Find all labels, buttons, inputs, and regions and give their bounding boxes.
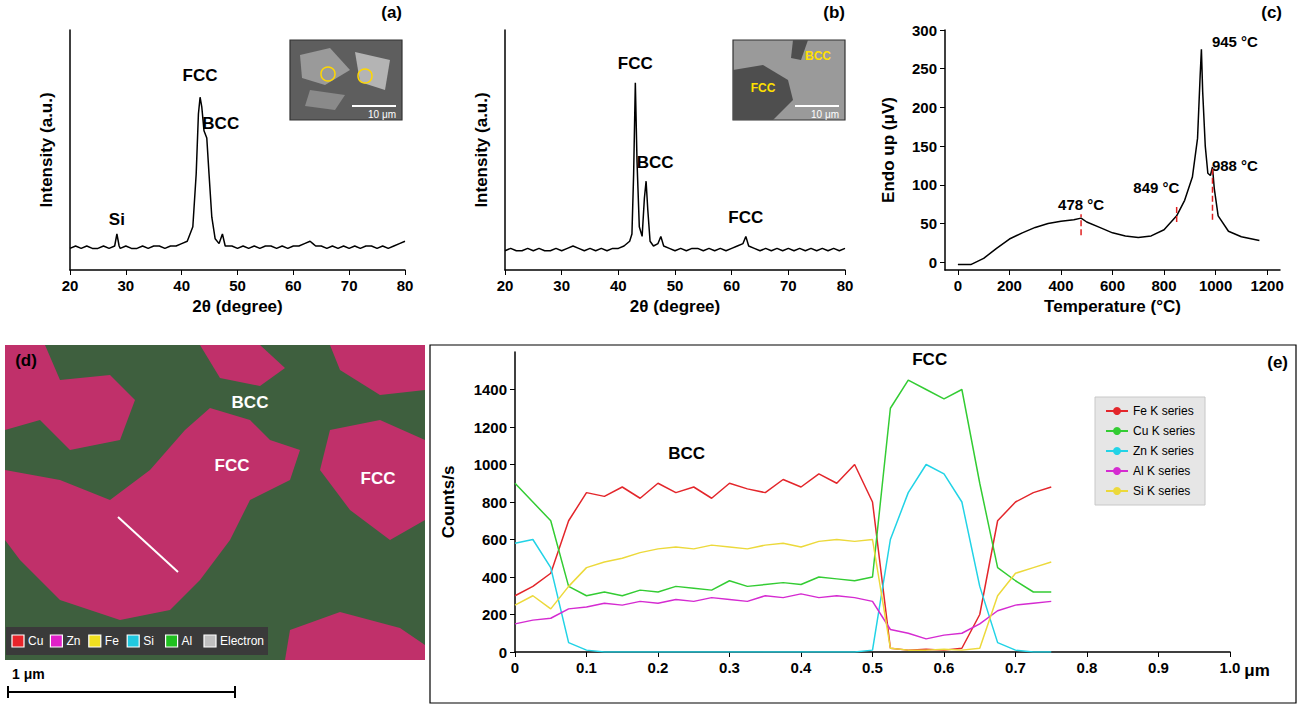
svg-text:150: 150 bbox=[912, 138, 937, 155]
svg-text:FCC: FCC bbox=[728, 208, 763, 227]
svg-text:2θ (degree): 2θ (degree) bbox=[192, 297, 282, 316]
svg-text:1.0: 1.0 bbox=[1220, 659, 1241, 676]
svg-text:945 °C: 945 °C bbox=[1212, 33, 1258, 50]
svg-text:(d): (d) bbox=[15, 351, 37, 370]
svg-text:Si: Si bbox=[109, 210, 125, 229]
svg-text:FCC: FCC bbox=[215, 456, 250, 475]
svg-text:0.2: 0.2 bbox=[648, 659, 669, 676]
svg-text:50: 50 bbox=[229, 277, 246, 294]
svg-text:Zn K series: Zn K series bbox=[1133, 444, 1194, 458]
svg-text:1200: 1200 bbox=[1250, 277, 1283, 294]
svg-text:40: 40 bbox=[173, 277, 190, 294]
svg-text:80: 80 bbox=[837, 277, 854, 294]
svg-text:40: 40 bbox=[610, 277, 627, 294]
svg-text:0.6: 0.6 bbox=[934, 659, 955, 676]
svg-text:400: 400 bbox=[482, 569, 507, 586]
svg-text:10 μm: 10 μm bbox=[811, 109, 839, 120]
svg-text:Intensity (a.u.): Intensity (a.u.) bbox=[472, 92, 491, 207]
svg-text:600: 600 bbox=[482, 531, 507, 548]
svg-text:FCC: FCC bbox=[912, 350, 947, 369]
svg-text:μm: μm bbox=[1244, 661, 1270, 680]
svg-text:20: 20 bbox=[497, 277, 514, 294]
svg-text:Si K series: Si K series bbox=[1133, 484, 1190, 498]
svg-text:1200: 1200 bbox=[474, 419, 507, 436]
svg-text:30: 30 bbox=[117, 277, 134, 294]
svg-text:FCC: FCC bbox=[618, 54, 653, 73]
svg-text:849 °C: 849 °C bbox=[1133, 179, 1179, 196]
svg-text:Fe: Fe bbox=[105, 634, 119, 648]
svg-text:600: 600 bbox=[1100, 277, 1125, 294]
svg-text:0: 0 bbox=[499, 644, 507, 661]
svg-text:0: 0 bbox=[954, 277, 962, 294]
svg-text:250: 250 bbox=[912, 60, 937, 77]
svg-text:0: 0 bbox=[929, 254, 937, 271]
svg-text:(b): (b) bbox=[823, 3, 845, 22]
svg-text:Si: Si bbox=[143, 634, 154, 648]
svg-text:400: 400 bbox=[1048, 277, 1073, 294]
svg-text:60: 60 bbox=[285, 277, 302, 294]
svg-text:FCC: FCC bbox=[183, 66, 218, 85]
svg-text:50: 50 bbox=[920, 215, 937, 232]
svg-text:100: 100 bbox=[912, 176, 937, 193]
svg-text:0.1: 0.1 bbox=[576, 659, 597, 676]
svg-text:200: 200 bbox=[912, 99, 937, 116]
svg-text:1000: 1000 bbox=[1199, 277, 1232, 294]
svg-text:800: 800 bbox=[482, 494, 507, 511]
svg-text:BCC: BCC bbox=[805, 49, 831, 63]
svg-text:70: 70 bbox=[780, 277, 797, 294]
svg-text:200: 200 bbox=[482, 606, 507, 623]
svg-text:(e): (e) bbox=[1267, 353, 1288, 372]
svg-text:20: 20 bbox=[62, 277, 79, 294]
svg-text:Counts/s: Counts/s bbox=[439, 466, 458, 539]
svg-text:FCC: FCC bbox=[361, 469, 396, 488]
svg-text:Cu K series: Cu K series bbox=[1133, 424, 1195, 438]
svg-text:0: 0 bbox=[511, 659, 519, 676]
svg-text:2θ (degree): 2θ (degree) bbox=[630, 297, 720, 316]
svg-text:0.3: 0.3 bbox=[719, 659, 740, 676]
svg-text:(a): (a) bbox=[381, 3, 402, 22]
svg-text:(c): (c) bbox=[1261, 3, 1282, 22]
svg-text:1400: 1400 bbox=[474, 381, 507, 398]
svg-text:Electron: Electron bbox=[220, 634, 264, 648]
svg-text:Al: Al bbox=[182, 634, 193, 648]
svg-text:BCC: BCC bbox=[202, 114, 239, 133]
svg-text:478 °C: 478 °C bbox=[1058, 196, 1104, 213]
svg-text:Intensity (a.u.): Intensity (a.u.) bbox=[37, 92, 56, 207]
svg-text:1000: 1000 bbox=[474, 456, 507, 473]
svg-text:60: 60 bbox=[723, 277, 740, 294]
svg-text:300: 300 bbox=[912, 22, 937, 39]
svg-text:0.9: 0.9 bbox=[1148, 659, 1169, 676]
svg-text:Zn: Zn bbox=[66, 634, 80, 648]
svg-text:Endo up (μV): Endo up (μV) bbox=[879, 97, 898, 203]
svg-text:Al K series: Al K series bbox=[1133, 464, 1190, 478]
svg-text:Fe K series: Fe K series bbox=[1133, 404, 1194, 418]
svg-text:0.8: 0.8 bbox=[1077, 659, 1098, 676]
svg-text:80: 80 bbox=[397, 277, 414, 294]
svg-text:BCC: BCC bbox=[637, 153, 674, 172]
svg-text:70: 70 bbox=[341, 277, 358, 294]
svg-text:50: 50 bbox=[667, 277, 684, 294]
svg-text:0.7: 0.7 bbox=[1005, 659, 1026, 676]
svg-text:30: 30 bbox=[553, 277, 570, 294]
svg-text:FCC: FCC bbox=[751, 81, 776, 95]
svg-text:988 °C: 988 °C bbox=[1212, 157, 1258, 174]
svg-text:BCC: BCC bbox=[668, 444, 705, 463]
svg-text:Temperature (°C): Temperature (°C) bbox=[1044, 297, 1181, 316]
svg-text:800: 800 bbox=[1152, 277, 1177, 294]
svg-text:Cu: Cu bbox=[28, 634, 43, 648]
svg-text:0.4: 0.4 bbox=[791, 659, 813, 676]
svg-text:BCC: BCC bbox=[232, 393, 269, 412]
svg-text:10 μm: 10 μm bbox=[368, 109, 396, 120]
svg-text:0.5: 0.5 bbox=[862, 659, 883, 676]
svg-text:1 μm: 1 μm bbox=[12, 666, 45, 682]
svg-text:200: 200 bbox=[997, 277, 1022, 294]
